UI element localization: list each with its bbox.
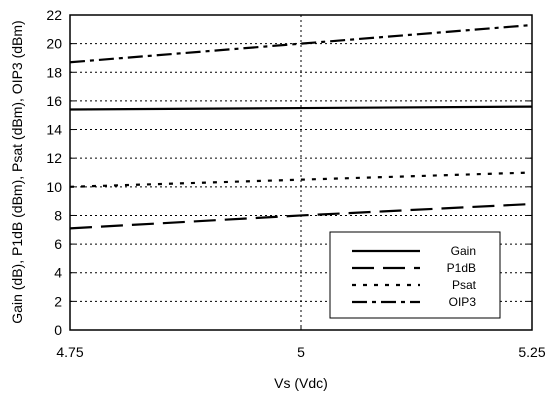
grid-lines — [70, 15, 532, 330]
axis-ticks: 0 2 4 6 8 10 12 14 16 18 20 22 4.75 5 5.25 — [46, 7, 545, 360]
y-axis-label: Gain (dB), P1dB (dBm), Psat (dBm), OIP3 … — [9, 20, 25, 323]
series-line-oip3 — [69, 23, 533, 64]
y-tick-label: 0 — [54, 322, 62, 338]
y-tick-label: 12 — [46, 150, 62, 166]
y-tick-label: 10 — [46, 179, 62, 195]
legend-label-gain: Gain — [451, 244, 476, 258]
series-lines — [69, 23, 533, 230]
x-axis-label: Vs (Vdc) — [274, 375, 328, 391]
legend: Gain P1dB Psat OIP3 — [329, 231, 501, 319]
y-tick-label: 8 — [54, 207, 62, 223]
legend-label-p1db: P1dB — [447, 261, 476, 275]
series-line-p1db — [69, 202, 533, 230]
y-tick-label: 6 — [54, 236, 62, 252]
y-tick-label: 16 — [46, 93, 62, 109]
y-tick-label: 18 — [46, 64, 62, 80]
legend-label-psat: Psat — [452, 278, 477, 292]
series-line-gain — [69, 105, 533, 111]
y-tick-label: 2 — [54, 293, 62, 309]
x-tick-label: 4.75 — [56, 344, 83, 360]
y-tick-label: 4 — [54, 265, 62, 281]
x-tick-label: 5.25 — [518, 344, 545, 360]
x-tick-label: 5 — [297, 344, 305, 360]
y-tick-label: 22 — [46, 7, 62, 23]
series-line-psat — [69, 171, 533, 188]
y-tick-label: 14 — [46, 122, 62, 138]
y-tick-label: 20 — [46, 36, 62, 52]
legend-label-oip3: OIP3 — [449, 295, 477, 309]
legend-box — [329, 231, 501, 319]
